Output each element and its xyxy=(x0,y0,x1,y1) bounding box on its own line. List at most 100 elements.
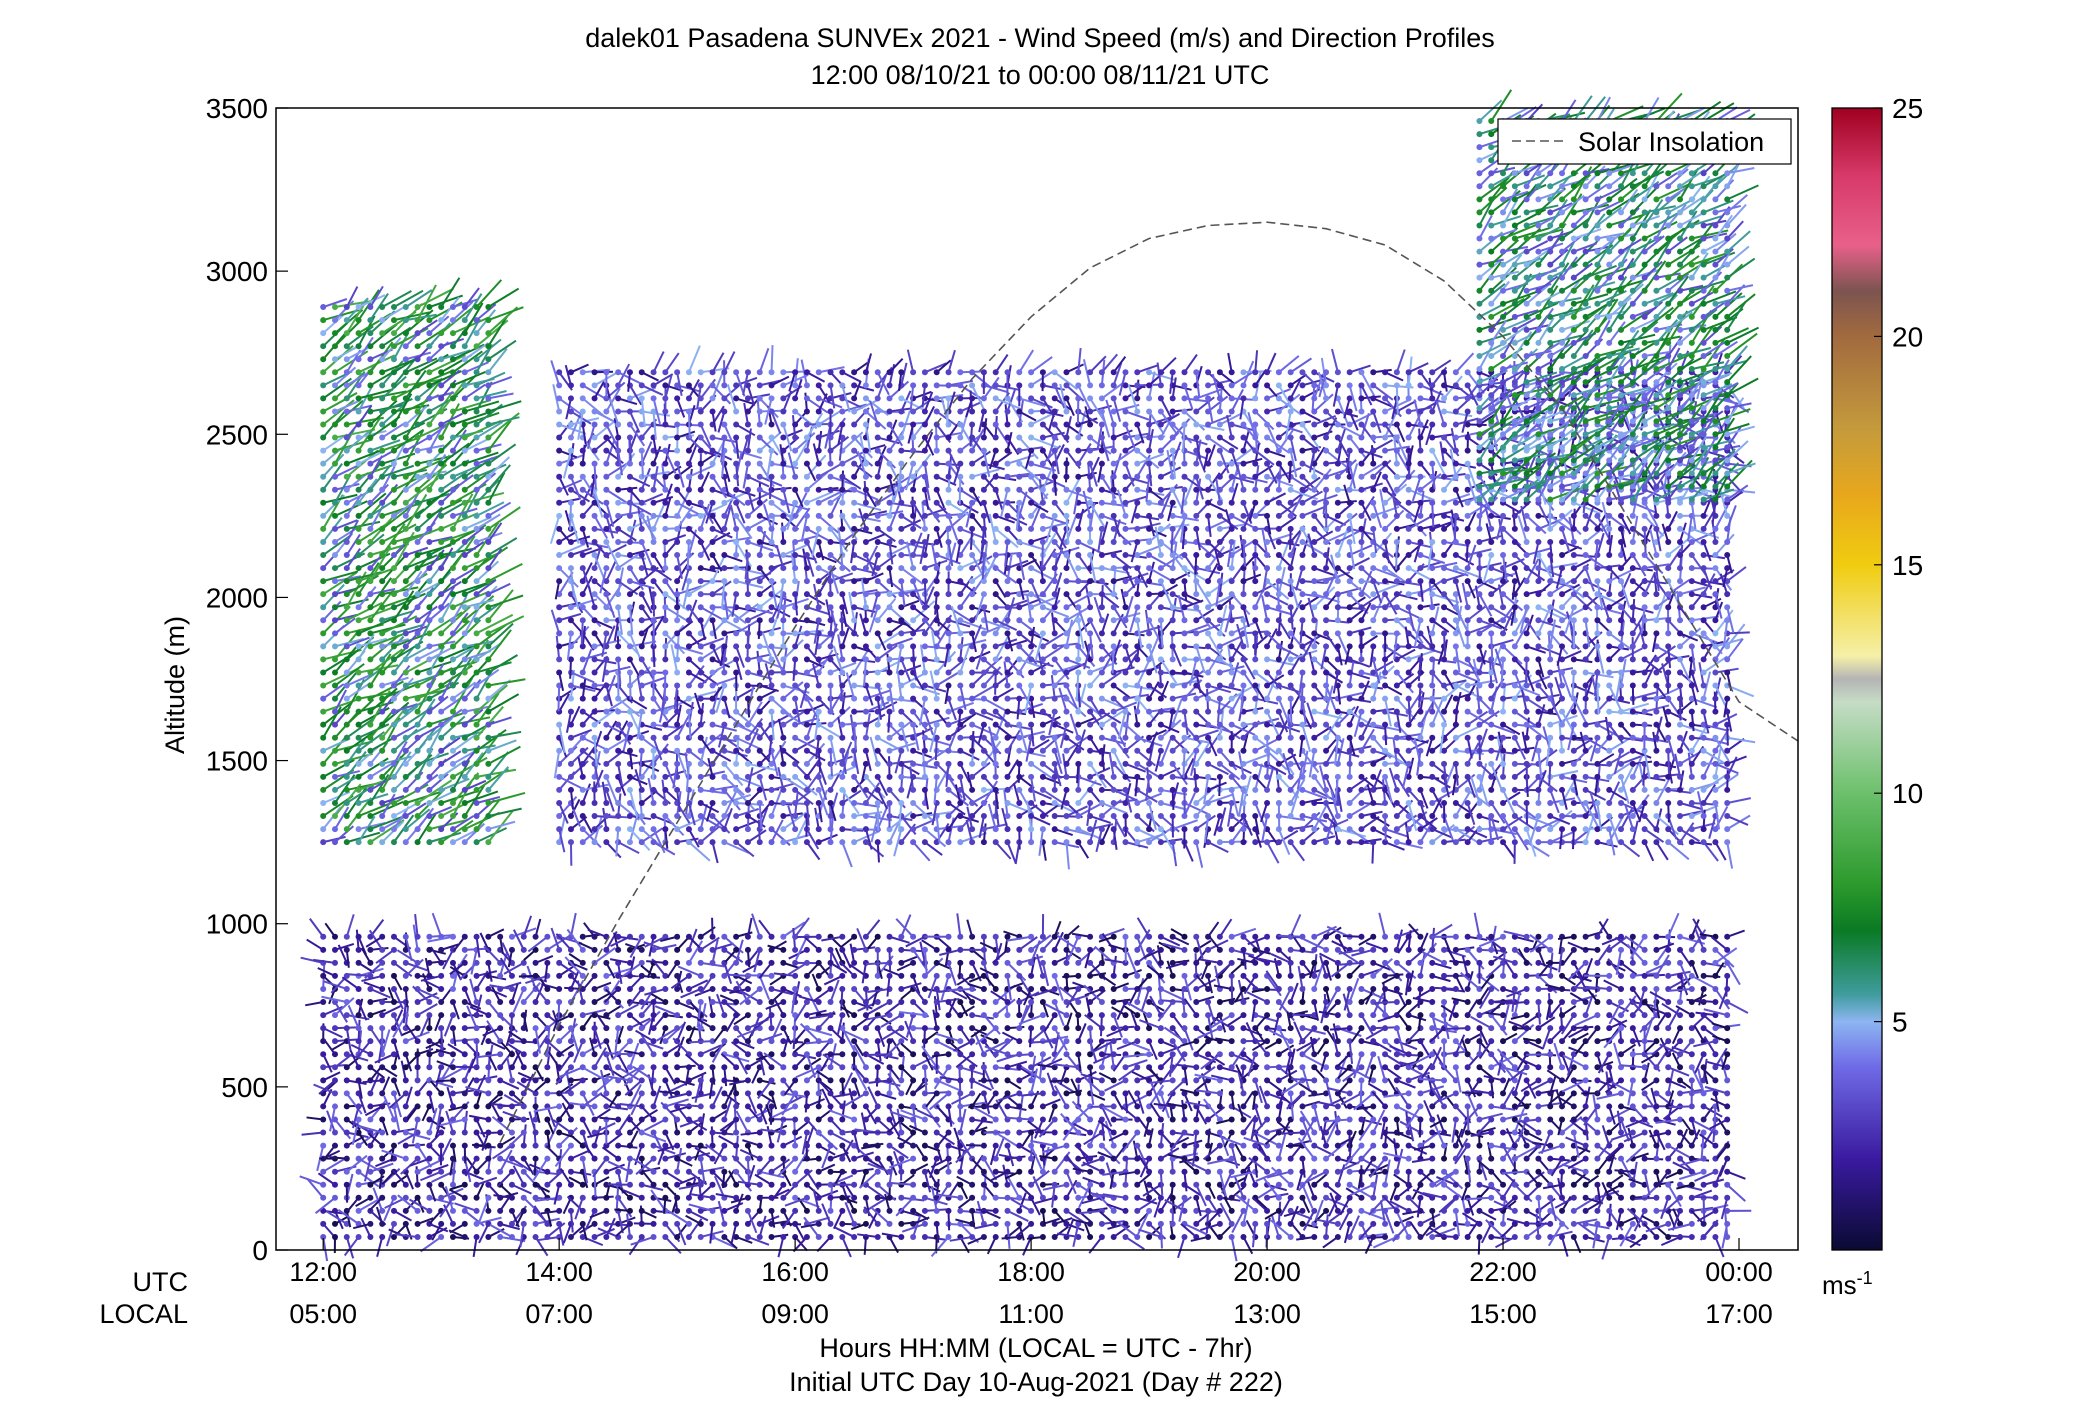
wind-barb xyxy=(426,713,464,728)
wind-barb xyxy=(839,839,852,867)
wind-barb xyxy=(686,346,700,376)
wind-barb xyxy=(744,403,751,427)
wind-barb xyxy=(721,696,729,719)
wind-barb xyxy=(757,348,769,375)
wind-barb xyxy=(934,474,956,485)
wind-barb xyxy=(757,628,781,637)
wind-barb xyxy=(592,617,613,628)
wind-barb xyxy=(639,552,648,576)
wind-barb xyxy=(863,715,885,728)
wind-barb xyxy=(615,793,621,819)
wind-barb xyxy=(733,669,739,691)
wind-barb xyxy=(344,287,358,310)
wind-barb xyxy=(828,382,835,408)
wind-barb xyxy=(485,767,508,793)
wind-barb xyxy=(792,415,798,440)
wind-barb xyxy=(981,500,990,523)
wind-barb xyxy=(733,421,755,435)
wind-barb xyxy=(792,379,802,401)
wind-barb xyxy=(566,365,574,388)
wind-barb xyxy=(733,643,744,667)
wind-barb xyxy=(934,735,940,760)
wind-barb xyxy=(898,656,910,681)
chart-title: dalek01 Pasadena SUNVEx 2021 - Wind Spee… xyxy=(585,23,1494,53)
wind-barb xyxy=(851,526,872,533)
wind-barb xyxy=(792,656,798,680)
wind-barb xyxy=(474,586,497,610)
wind-barb xyxy=(993,669,999,694)
wind-barb xyxy=(426,820,467,832)
wind-barb xyxy=(769,487,792,493)
wind-barb xyxy=(745,487,754,512)
wind-barb xyxy=(851,539,857,563)
wind-barb xyxy=(769,345,775,375)
wind-barb xyxy=(674,395,684,417)
wind-barb xyxy=(580,649,592,675)
wind-barb xyxy=(804,617,825,625)
wind-barb xyxy=(946,571,952,597)
wind-barb xyxy=(589,587,598,611)
wind-barb xyxy=(757,651,763,676)
wind-barb xyxy=(615,487,637,493)
wind-barb xyxy=(662,638,668,662)
wind-barb xyxy=(922,730,928,753)
wind-barb xyxy=(733,822,755,832)
wind-barb xyxy=(686,469,692,493)
wind-barb xyxy=(839,395,863,408)
wind-barb xyxy=(887,756,893,780)
wind-barb xyxy=(828,408,834,432)
wind-barb xyxy=(732,591,739,617)
wind-barb xyxy=(804,591,825,604)
wind-barb xyxy=(887,709,893,733)
wind-barb xyxy=(721,552,742,561)
wind-barb xyxy=(662,625,683,649)
wind-barb xyxy=(863,445,885,454)
wind-barb xyxy=(816,431,822,454)
wind-barb xyxy=(568,839,574,866)
wind-barb xyxy=(887,505,899,532)
wind-barb xyxy=(485,732,521,741)
wind-barb xyxy=(981,369,987,394)
wind-barb xyxy=(757,483,763,506)
wind-barb xyxy=(662,444,669,467)
wind-barb xyxy=(1016,382,1022,406)
wind-barb xyxy=(1028,578,1040,603)
wind-barb xyxy=(710,408,716,431)
wind-barb xyxy=(698,800,719,812)
y-axis-label: Altitude (m) xyxy=(160,616,190,754)
wind-barb xyxy=(733,461,739,487)
wind-barb xyxy=(814,584,822,610)
wind-barb xyxy=(485,413,519,440)
wind-barb xyxy=(603,808,609,832)
wind-barb xyxy=(860,614,869,637)
wind-barb xyxy=(828,793,838,819)
wind-barb xyxy=(745,830,766,845)
wind-barb xyxy=(710,839,718,863)
plot-area: 0500100015002000250030003500 12:0005:001… xyxy=(206,90,1798,1329)
wind-barb xyxy=(1016,696,1022,720)
wind-barb xyxy=(651,352,664,376)
wind-profile-figure: dalek01 Pasadena SUNVEx 2021 - Wind Spee… xyxy=(0,0,2098,1425)
wind-barb xyxy=(651,643,657,667)
wind-barb xyxy=(816,835,838,845)
wind-barb xyxy=(804,748,825,761)
wind-barb xyxy=(757,617,763,639)
wind-barb xyxy=(777,546,787,571)
wind-barb xyxy=(745,630,751,656)
wind-barb xyxy=(721,761,742,786)
wind-barb xyxy=(568,474,580,500)
wind-barb xyxy=(745,474,769,487)
wind-barb xyxy=(639,494,663,506)
wind-barb xyxy=(910,643,916,667)
wind-barb xyxy=(556,800,568,823)
wind-barb xyxy=(910,748,932,758)
wind-barb xyxy=(932,800,939,825)
wind-barb xyxy=(887,800,893,827)
wind-barb xyxy=(1016,826,1022,850)
wind-barb xyxy=(639,468,650,492)
wind-barb xyxy=(780,430,802,441)
wind-barb xyxy=(556,499,579,506)
wind-barb xyxy=(957,748,979,760)
wind-barb xyxy=(978,722,986,745)
wind-barb xyxy=(568,365,589,376)
